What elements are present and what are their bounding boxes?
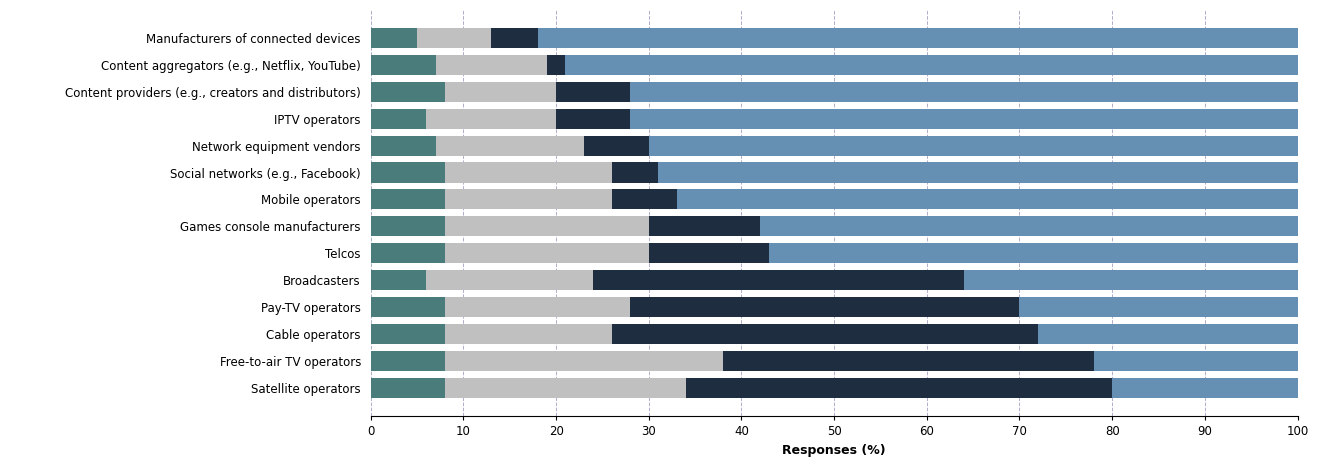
Bar: [612, 162, 658, 183]
Bar: [630, 82, 1298, 102]
Bar: [371, 109, 426, 129]
Bar: [445, 82, 556, 102]
Bar: [426, 270, 593, 290]
Bar: [371, 162, 445, 183]
Bar: [964, 270, 1298, 290]
Bar: [630, 109, 1298, 129]
Bar: [371, 350, 445, 371]
Bar: [445, 324, 612, 344]
X-axis label: Responses (%): Responses (%): [782, 444, 886, 457]
Bar: [584, 136, 649, 156]
Bar: [371, 55, 436, 75]
Bar: [371, 377, 445, 398]
Bar: [417, 28, 491, 48]
Bar: [371, 28, 417, 48]
Bar: [593, 270, 964, 290]
Bar: [649, 243, 769, 263]
Bar: [677, 189, 1298, 210]
Bar: [556, 82, 630, 102]
Bar: [649, 136, 1298, 156]
Bar: [630, 297, 1019, 317]
Bar: [371, 82, 445, 102]
Bar: [538, 28, 1298, 48]
Bar: [371, 324, 445, 344]
Bar: [445, 216, 649, 236]
Bar: [547, 55, 565, 75]
Bar: [686, 377, 1112, 398]
Bar: [649, 216, 760, 236]
Bar: [658, 162, 1298, 183]
Bar: [1038, 324, 1298, 344]
Bar: [371, 216, 445, 236]
Bar: [371, 189, 445, 210]
Bar: [445, 350, 723, 371]
Bar: [371, 243, 445, 263]
Bar: [491, 28, 538, 48]
Bar: [769, 243, 1298, 263]
Bar: [760, 216, 1298, 236]
Bar: [371, 136, 436, 156]
Bar: [723, 350, 1094, 371]
Bar: [371, 270, 426, 290]
Bar: [556, 109, 630, 129]
Bar: [436, 136, 584, 156]
Bar: [436, 55, 547, 75]
Bar: [445, 243, 649, 263]
Bar: [612, 324, 1038, 344]
Bar: [445, 297, 630, 317]
Bar: [1019, 297, 1298, 317]
Bar: [426, 109, 556, 129]
Bar: [612, 189, 677, 210]
Bar: [445, 162, 612, 183]
Bar: [445, 189, 612, 210]
Bar: [371, 297, 445, 317]
Bar: [1112, 377, 1298, 398]
Bar: [565, 55, 1298, 75]
Bar: [1094, 350, 1298, 371]
Bar: [445, 377, 686, 398]
